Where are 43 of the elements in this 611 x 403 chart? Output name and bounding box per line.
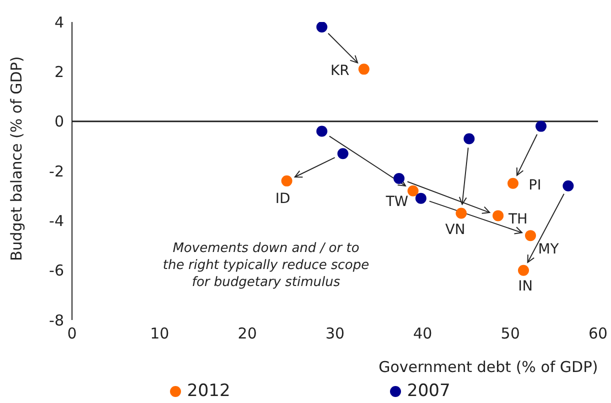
point xyxy=(456,208,467,219)
point xyxy=(316,126,328,137)
point xyxy=(507,178,518,189)
x-tick-label: 40 xyxy=(413,324,432,343)
point xyxy=(518,264,529,276)
point xyxy=(492,210,504,222)
x-tick-label: 20 xyxy=(238,324,257,343)
point xyxy=(464,133,475,144)
x-tick-label: 0 xyxy=(67,324,77,343)
annotation: KR xyxy=(330,63,350,80)
point xyxy=(415,192,426,204)
y-tick-label: -8 xyxy=(49,311,64,330)
point xyxy=(562,180,574,192)
point xyxy=(316,22,328,32)
x-axis-title: Government debt (% of GDP) xyxy=(378,358,598,376)
annotation: MY xyxy=(538,242,560,258)
y-axis-title: Budget balance (% of GDP) xyxy=(7,56,26,261)
annotation: ID xyxy=(275,190,290,207)
annotation: TH xyxy=(508,212,528,228)
point xyxy=(536,120,547,132)
annotation: VN xyxy=(445,222,466,238)
point xyxy=(408,185,419,196)
annotation: PI xyxy=(528,177,542,194)
point xyxy=(358,64,370,75)
x-tick-label: 60 xyxy=(588,324,608,343)
y-tick-label: -4 xyxy=(49,212,64,230)
y-tick-label: -2 xyxy=(49,162,64,180)
y-tick-label: 2 xyxy=(54,62,64,81)
annotation: Movements down and / or to the right typically reduce scope for budgetary stimulus xyxy=(162,240,370,291)
y-tick-label: 0 xyxy=(54,112,64,131)
point xyxy=(281,175,292,186)
annotation: IN xyxy=(518,278,533,294)
legend-label: 2012 xyxy=(187,381,230,401)
y-tick-label: 4 xyxy=(54,13,64,32)
annotation: TW xyxy=(384,194,408,210)
point xyxy=(393,172,404,184)
point xyxy=(524,230,536,242)
y-tick-label: -6 xyxy=(49,262,64,280)
x-tick-label: 10 xyxy=(150,324,170,343)
point xyxy=(337,148,348,160)
x-tick-label: 30 xyxy=(325,324,345,343)
legend-label: 2007 xyxy=(407,381,450,401)
x-tick-label: 50 xyxy=(500,324,520,343)
